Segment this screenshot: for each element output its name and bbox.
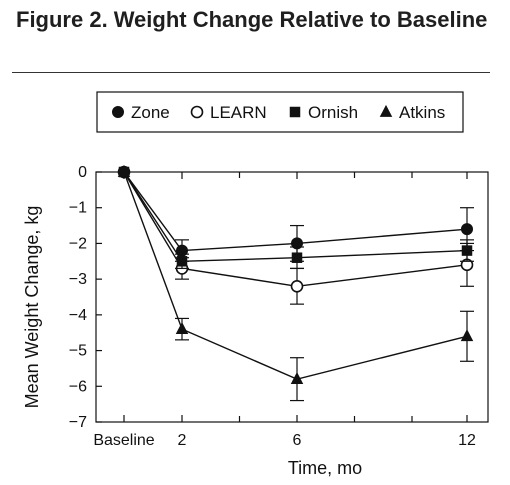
legend-label-ornish: Ornish (308, 103, 358, 122)
legend-label-learn: LEARN (210, 103, 267, 122)
chart-series (117, 164, 474, 402)
data-point-atkins (290, 372, 304, 384)
legend-box (96, 91, 464, 133)
legend-marker-ornish (289, 106, 301, 118)
legend-label-atkins: Atkins (399, 103, 445, 122)
x-tick-label: 12 (458, 432, 476, 449)
legend-label-zone: Zone (131, 103, 170, 122)
y-tick-label: −1 (69, 200, 87, 217)
data-point-learn (290, 279, 304, 293)
data-point-atkins (460, 329, 474, 342)
figure-number: Figure 2. (16, 7, 108, 32)
figure-title-text: Weight Change Relative to Baseline (113, 7, 488, 32)
series-learn (117, 165, 474, 305)
x-tick-label: 2 (178, 432, 187, 449)
y-tick-label: −7 (69, 414, 87, 431)
x-tick-label: Baseline (93, 432, 154, 449)
y-tick-label: −6 (69, 378, 87, 395)
data-point-ornish (291, 252, 303, 263)
series-line-learn (123, 171, 468, 287)
data-point-ornish (461, 245, 473, 256)
series-atkins (117, 164, 474, 402)
data-point-atkins (117, 164, 131, 177)
data-point-zone (461, 223, 473, 236)
figure-title: Figure 2. Weight Change Relative to Basel… (16, 6, 496, 34)
y-tick-label: −5 (69, 343, 87, 360)
y-tick-label: 0 (78, 164, 87, 181)
plot-frame (95, 171, 489, 423)
y-tick-label: −2 (69, 235, 87, 252)
series-line-atkins (123, 171, 468, 380)
series-line-zone (123, 171, 468, 252)
series-line-ornish (123, 171, 468, 262)
chart-axes: 0 −1 −2 −3 −4 −5 −6 −7 Baseline 2 6 12 Time, mo Mean … (22, 164, 489, 478)
legend-marker-learn (190, 105, 204, 119)
x-axis-label: Time, mo (288, 458, 362, 478)
y-axis-label: Mean Weight Change, kg (22, 206, 42, 409)
legend-marker-zone (112, 106, 124, 118)
legend: Zone LEARN Ornish Atkins (96, 91, 464, 133)
data-point-ornish (176, 256, 188, 267)
legend-marker-atkins (379, 104, 393, 117)
data-point-atkins (175, 322, 189, 334)
x-tick-label: 6 (293, 432, 302, 449)
y-tick-label: −3 (69, 271, 87, 288)
y-tick-label: −4 (69, 307, 87, 324)
title-divider (12, 72, 490, 73)
